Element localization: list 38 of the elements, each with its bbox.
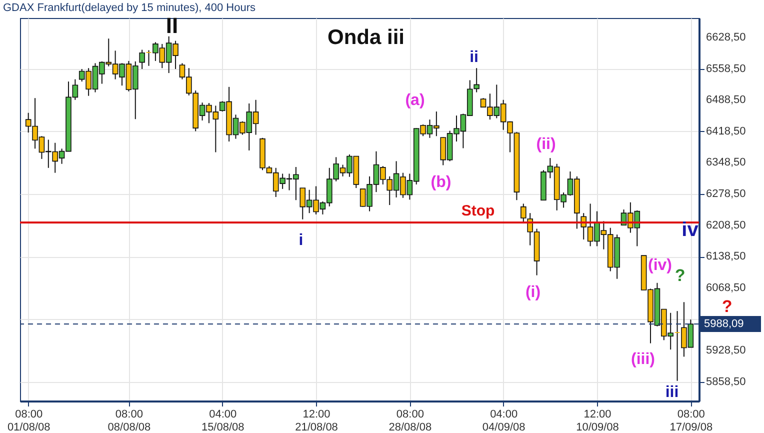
x-tick-label: 08:00 17/09/08 [670, 408, 713, 433]
x-tick-label: 04:00 04/09/08 [482, 408, 526, 433]
annotation: iv [682, 219, 700, 241]
y-tick-label: 6418,50 [706, 125, 746, 138]
annotation: ? [674, 266, 686, 285]
chart-title: Onda iii [327, 26, 405, 49]
x-tick-label: 04:00 15/08/08 [201, 408, 244, 433]
y-tick-label: 6628,50 [706, 31, 746, 44]
y-tick-label: 6348,50 [706, 156, 746, 169]
chart-subtitle: GDAX Frankfurt(delayed by 15 minutes), 400 Hours [3, 2, 256, 14]
y-tick-label: 6138,50 [706, 250, 746, 263]
x-tick-label: 08:00 08/08/08 [108, 408, 151, 433]
annotation: (i) [525, 284, 541, 301]
annotation: (ii) [536, 136, 556, 153]
annotation: (iv) [648, 257, 672, 274]
annotation: (iii) [631, 351, 655, 368]
candlestick [520, 203, 526, 224]
annotation: i [298, 232, 304, 249]
y-tick-label: 6278,50 [706, 188, 746, 200]
y-tick-label: 5928,50 [706, 344, 746, 357]
x-tick-label: 08:00 01/08/08 [7, 408, 50, 433]
ref-line-label: 5988,09 [704, 318, 744, 330]
ref-line-label: Stop [461, 202, 495, 220]
text: ? [722, 297, 732, 316]
annotation: ii [470, 49, 478, 66]
y-tick-label: 6208,50 [706, 219, 746, 232]
y-tick-label: 6068,50 [706, 282, 746, 294]
x-tick-label: 08:00 28/08/08 [388, 408, 432, 433]
annotation: (b) [430, 174, 452, 191]
annotation: II [166, 13, 178, 38]
y-tick-label: 6558,50 [706, 62, 746, 75]
x-tick-label: 12:00 21/08/08 [295, 408, 338, 433]
candlestick [139, 49, 145, 70]
annotation: (a) [405, 92, 425, 109]
x-tick-label: 12:00 10/09/08 [576, 408, 619, 433]
annotation: iii [665, 384, 679, 401]
y-tick-label: 6488,50 [706, 94, 746, 106]
y-tick-label: 5858,50 [706, 376, 746, 388]
